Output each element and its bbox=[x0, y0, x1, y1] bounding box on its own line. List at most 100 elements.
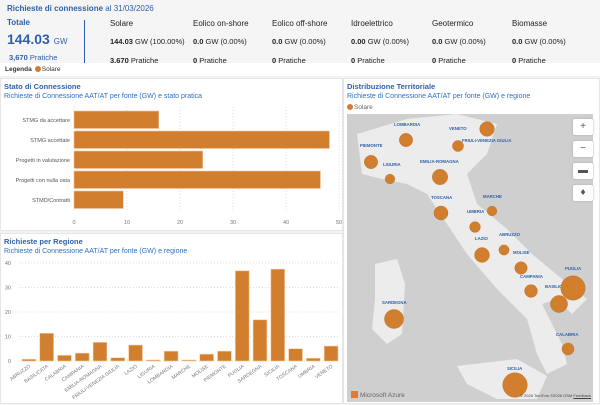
source-name: Biomasse bbox=[512, 19, 548, 28]
region-bubble[interactable] bbox=[384, 309, 404, 329]
region-bubble[interactable] bbox=[452, 140, 464, 152]
pratiche-count: 0 bbox=[193, 56, 198, 65]
panel-title: Stato di Connessione bbox=[4, 82, 81, 91]
map-style-icon[interactable]: ▬ bbox=[573, 163, 593, 179]
panel-subtitle: Richieste di Connessione AAT/AT per font… bbox=[4, 248, 188, 255]
region-bubble[interactable] bbox=[560, 275, 586, 301]
gw-pct: GW (0.00%) bbox=[524, 37, 566, 46]
region-label: PUGLIA bbox=[565, 266, 581, 271]
bar bbox=[199, 353, 214, 362]
region-bubble[interactable] bbox=[561, 342, 575, 356]
map-legend-label: Solare bbox=[354, 104, 373, 111]
gw-value: 0.0 bbox=[512, 37, 523, 46]
x-category-label: MARCHE bbox=[171, 363, 193, 381]
source-name: Solare bbox=[110, 19, 134, 28]
bar bbox=[92, 342, 108, 362]
total-unit: GW bbox=[53, 37, 68, 46]
bar bbox=[252, 319, 268, 362]
region-label: LOMBARDIA bbox=[394, 122, 420, 127]
bar bbox=[73, 170, 321, 189]
pratiche-count: 0 bbox=[272, 56, 277, 65]
azure-logo-icon bbox=[351, 391, 358, 398]
bar bbox=[288, 348, 303, 362]
bar bbox=[306, 358, 321, 362]
total-label: Totale bbox=[7, 18, 30, 27]
source-pratiche: 0 Pratiche bbox=[193, 56, 249, 65]
region-label: BASILICATA bbox=[545, 284, 570, 289]
region-label: LAZIO bbox=[475, 236, 489, 241]
region-label: SARDEGNA bbox=[382, 300, 407, 305]
source-1: Eolico on-shore 0.0 GW (0.00%) 0 Pratich… bbox=[193, 19, 249, 65]
source-0: Solare 144.03 GW (100.00%) 3,670 Pratich… bbox=[110, 19, 185, 65]
source-pratiche: 0 Pratiche bbox=[272, 56, 327, 65]
region-bubble[interactable] bbox=[364, 155, 378, 169]
gw-pct: GW (0.00%) bbox=[284, 37, 326, 46]
legend-item[interactable]: Solare bbox=[41, 66, 61, 73]
legend-bar: Legenda Solare bbox=[0, 63, 600, 76]
y-tick-label: 10 bbox=[5, 335, 11, 341]
region-label: TOSCANA bbox=[431, 195, 452, 200]
total-gw: 144.03 bbox=[7, 31, 50, 47]
bar bbox=[217, 350, 232, 362]
y-category-label: STMG accettate bbox=[30, 138, 70, 144]
source-gw: 0.0 GW (0.00%) bbox=[432, 37, 486, 46]
source-2: Eolico off-shore 0.0 GW (0.00%) 0 Pratic… bbox=[272, 19, 327, 65]
source-gw: 0.0 GW (0.00%) bbox=[512, 37, 566, 46]
x-tick-label: 0 bbox=[72, 220, 75, 226]
pratiche-count: 3,670 bbox=[110, 56, 129, 65]
region-label: ABRUZZO bbox=[499, 232, 521, 237]
region-bubble[interactable] bbox=[469, 221, 481, 233]
bar bbox=[75, 352, 90, 362]
region-bubble[interactable] bbox=[479, 121, 495, 137]
regione-chart: 010203040ABRUZZOBASILICATACALABRIACAMPAN… bbox=[5, 261, 339, 401]
map-canvas[interactable]: ABRUZZO BASILICATA CALABRIA CAMPANIA EMILIA-… bbox=[347, 114, 593, 402]
panel-subtitle: Richieste di Connessione AAT/AT per font… bbox=[347, 93, 531, 100]
azure-brand: Microsoft Azure bbox=[351, 391, 405, 399]
region-bubble[interactable] bbox=[486, 205, 498, 217]
zoom-out-icon[interactable]: − bbox=[573, 141, 593, 157]
italy-land bbox=[357, 114, 587, 374]
region-bubble[interactable] bbox=[502, 372, 528, 398]
source-4: Geotermico 0.0 GW (0.00%) 0 Pratiche bbox=[432, 19, 486, 65]
compass-icon[interactable]: ♦ bbox=[573, 185, 593, 201]
panel-title: Richieste per Regione bbox=[4, 237, 83, 246]
gw-value: 0.00 bbox=[351, 37, 366, 46]
region-bubble[interactable] bbox=[498, 244, 510, 256]
region-bubble[interactable] bbox=[524, 284, 538, 298]
region-bubble[interactable] bbox=[514, 261, 528, 275]
bar bbox=[110, 357, 125, 362]
title-date: al 31/03/2026 bbox=[105, 4, 154, 13]
pratiche-count: 3,670 bbox=[9, 53, 28, 62]
summary-header: Richieste di connessione al 31/03/2026 T… bbox=[0, 0, 600, 72]
gw-value: 0.0 bbox=[193, 37, 204, 46]
feedback-link[interactable]: Feedback bbox=[573, 393, 591, 398]
bar bbox=[181, 359, 197, 362]
source-pratiche: 0 Pratiche bbox=[512, 56, 566, 65]
region-label: UMBRIA bbox=[467, 209, 484, 214]
regione-panel: Richieste per Regione Richieste di Conne… bbox=[0, 233, 343, 404]
bar bbox=[73, 150, 204, 169]
region-bubble[interactable] bbox=[384, 173, 396, 185]
source-name: Idroelettrico bbox=[351, 19, 393, 28]
y-tick-label: 20 bbox=[5, 310, 11, 316]
bar bbox=[73, 110, 160, 129]
zoom-in-icon[interactable]: + bbox=[573, 119, 593, 135]
region-label: FRIULI-VENEZIA GIULIA bbox=[462, 138, 512, 143]
stato-chart: 0 10 20 30 40 50 STMG da accettare STMG accetta… bbox=[16, 107, 342, 226]
region-bubble[interactable] bbox=[474, 247, 490, 263]
legend-label: Legenda bbox=[5, 66, 32, 73]
gw-pct: GW (0.00%) bbox=[444, 37, 486, 46]
region-bubble[interactable] bbox=[433, 205, 449, 221]
region-label: VENETO bbox=[449, 126, 467, 131]
x-tick-label: 50 bbox=[336, 220, 342, 226]
region-bubble[interactable] bbox=[399, 133, 413, 147]
bar bbox=[128, 344, 143, 362]
y-tick-label: 40 bbox=[5, 261, 11, 267]
gw-value: 0.0 bbox=[272, 37, 283, 46]
bar bbox=[323, 345, 339, 362]
source-5: Biomasse 0.0 GW (0.00%) 0 Pratiche bbox=[512, 19, 566, 65]
source-gw: 0.0 GW (0.00%) bbox=[272, 37, 327, 46]
region-bubble[interactable] bbox=[432, 169, 448, 185]
gw-pct: GW (100.00%) bbox=[135, 37, 185, 46]
region-bubble[interactable] bbox=[550, 295, 568, 313]
